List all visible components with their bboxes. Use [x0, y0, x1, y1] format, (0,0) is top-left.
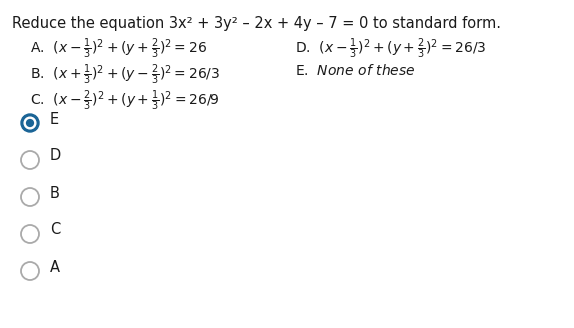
Text: C.  $(x-\frac{2}{3})^2 + (y+\frac{1}{3})^2 = 26/9$: C. $(x-\frac{2}{3})^2 + (y+\frac{1}{3})^… [30, 89, 219, 113]
Text: B: B [50, 186, 60, 200]
Circle shape [21, 225, 39, 243]
Text: A: A [50, 259, 60, 275]
Text: E.  $\mathit{None\ of\ these}$: E. $\mathit{None\ of\ these}$ [295, 63, 416, 78]
Circle shape [26, 120, 33, 126]
Circle shape [21, 262, 39, 280]
Text: D: D [50, 149, 61, 163]
Text: B.  $(x+\frac{1}{3})^2 + (y-\frac{2}{3})^2 = 26/3$: B. $(x+\frac{1}{3})^2 + (y-\frac{2}{3})^… [30, 63, 220, 87]
Text: Reduce the equation 3x² + 3y² – 2x + 4y – 7 = 0 to standard form.: Reduce the equation 3x² + 3y² – 2x + 4y … [12, 16, 501, 31]
Circle shape [21, 188, 39, 206]
Text: C: C [50, 222, 60, 237]
Circle shape [21, 151, 39, 169]
Circle shape [21, 114, 39, 132]
Circle shape [24, 117, 36, 129]
Text: E: E [50, 112, 59, 127]
Text: D.  $(x-\frac{1}{3})^2 + (y+\frac{2}{3})^2 = 26/3$: D. $(x-\frac{1}{3})^2 + (y+\frac{2}{3})^… [295, 37, 486, 61]
Text: A.  $(x-\frac{1}{3})^2 + (y+\frac{2}{3})^2 = 26$: A. $(x-\frac{1}{3})^2 + (y+\frac{2}{3})^… [30, 37, 207, 61]
